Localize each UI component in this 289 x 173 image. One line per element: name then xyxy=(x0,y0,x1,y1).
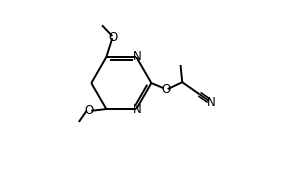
Text: N: N xyxy=(207,97,216,110)
Text: N: N xyxy=(133,50,142,63)
Text: O: O xyxy=(161,83,170,96)
Text: N: N xyxy=(133,103,142,116)
Text: O: O xyxy=(84,104,93,117)
Text: O: O xyxy=(109,31,118,44)
